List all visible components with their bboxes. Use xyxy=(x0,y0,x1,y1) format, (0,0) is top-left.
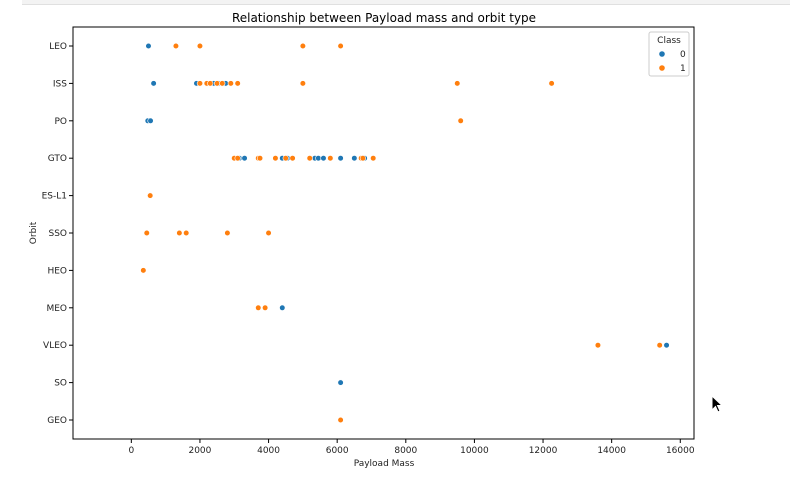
data-point-class-1 xyxy=(196,42,204,50)
mouse-pointer-icon xyxy=(711,395,723,413)
legend-title: Class xyxy=(657,36,681,46)
data-point-class-1 xyxy=(359,155,367,162)
y-axis-label: Orbit xyxy=(29,221,39,244)
y-tick-label: HEO xyxy=(47,266,67,276)
data-point-class-1 xyxy=(454,80,461,87)
x-tick-label: 16000 xyxy=(666,446,695,456)
data-point-class-0 xyxy=(279,304,286,311)
data-point-class-1 xyxy=(224,229,231,237)
y-tick-label: GTO xyxy=(48,154,67,164)
x-tick-label: 12000 xyxy=(529,446,558,456)
y-tick-label: ISS xyxy=(53,79,67,89)
legend: Class 0 1 xyxy=(648,31,690,77)
data-point-class-0 xyxy=(320,155,327,162)
data-point-class-1 xyxy=(147,192,154,199)
data-point-class-1 xyxy=(265,229,272,237)
data-point-class-0 xyxy=(337,379,344,386)
x-tick-label: 8000 xyxy=(394,446,417,456)
notebook-cell-border xyxy=(22,0,790,5)
data-point-class-1 xyxy=(183,229,190,237)
data-point-class-1 xyxy=(337,42,344,50)
x-tick-label: 10000 xyxy=(460,446,489,456)
y-tick-label: SSO xyxy=(48,229,67,239)
x-axis-ticks: 0 2000 4000 6000 8000 10000 12000 14000 16000 xyxy=(128,439,695,456)
data-point-class-1 xyxy=(327,155,334,162)
data-point-class-1 xyxy=(234,155,241,162)
data-point-class-1 xyxy=(213,80,221,87)
data-point-class-1 xyxy=(219,80,226,87)
x-tick-label: 2000 xyxy=(188,446,211,456)
legend-label-0: 0 xyxy=(680,50,686,60)
y-tick-label: GEO xyxy=(47,416,67,426)
data-point-class-1 xyxy=(256,155,264,162)
legend-label-1: 1 xyxy=(680,64,686,74)
data-point-class-0 xyxy=(241,155,248,162)
x-axis-label: Payload Mass xyxy=(354,459,415,469)
data-point-class-1 xyxy=(299,80,306,87)
data-point-class-1 xyxy=(255,304,262,311)
x-tick-label: 4000 xyxy=(257,446,280,456)
x-tick-label: 6000 xyxy=(326,446,349,456)
data-point-class-0 xyxy=(145,42,152,50)
y-tick-label: LEO xyxy=(49,42,67,52)
data-point-class-1 xyxy=(140,267,147,274)
data-point-class-0 xyxy=(147,117,154,124)
legend-box xyxy=(648,31,690,77)
y-tick-label: VLEO xyxy=(43,341,67,351)
x-tick-label: 14000 xyxy=(597,446,626,456)
data-point-class-1 xyxy=(370,155,377,162)
data-point-class-1 xyxy=(289,155,296,162)
y-tick-label: SO xyxy=(54,379,67,389)
data-point-class-0 xyxy=(351,155,358,162)
data-point-class-1 xyxy=(143,229,150,237)
y-tick-label: PO xyxy=(54,117,67,127)
data-point-class-1 xyxy=(457,117,464,124)
data-point-class-1 xyxy=(548,80,555,87)
legend-marker-0 xyxy=(659,51,665,57)
plot-area xyxy=(72,26,695,440)
data-point-class-1 xyxy=(299,42,306,50)
data-point-class-0 xyxy=(315,155,322,162)
x-tick-label: 0 xyxy=(128,446,134,456)
data-point-class-1 xyxy=(176,229,183,237)
data-point-class-1 xyxy=(227,80,234,87)
data-point-class-1 xyxy=(337,416,344,424)
data-point-class-1 xyxy=(656,342,663,349)
data-point-class-1 xyxy=(207,80,214,87)
data-point-class-0 xyxy=(150,80,157,87)
data-point-class-1 xyxy=(282,155,289,162)
legend-marker-1 xyxy=(659,65,665,71)
data-point-class-0 xyxy=(337,155,344,162)
data-point-class-1 xyxy=(594,342,602,349)
data-point-class-0 xyxy=(663,342,670,349)
data-points xyxy=(140,42,670,424)
data-point-class-1 xyxy=(196,80,204,87)
y-tick-label: MEO xyxy=(46,304,67,314)
y-tick-label: ES-L1 xyxy=(42,192,67,202)
y-axis-ticks: LEO ISS PO GTO ES-L1 SSO HEO MEO VLEO SO GEO xyxy=(42,42,73,426)
data-point-class-1 xyxy=(262,304,269,311)
chart-title: Relationship between Payload mass and or… xyxy=(232,11,536,25)
data-point-class-1 xyxy=(172,42,180,50)
data-point-class-1 xyxy=(234,80,241,87)
data-point-class-1 xyxy=(272,155,279,162)
data-point-class-1 xyxy=(306,155,313,162)
